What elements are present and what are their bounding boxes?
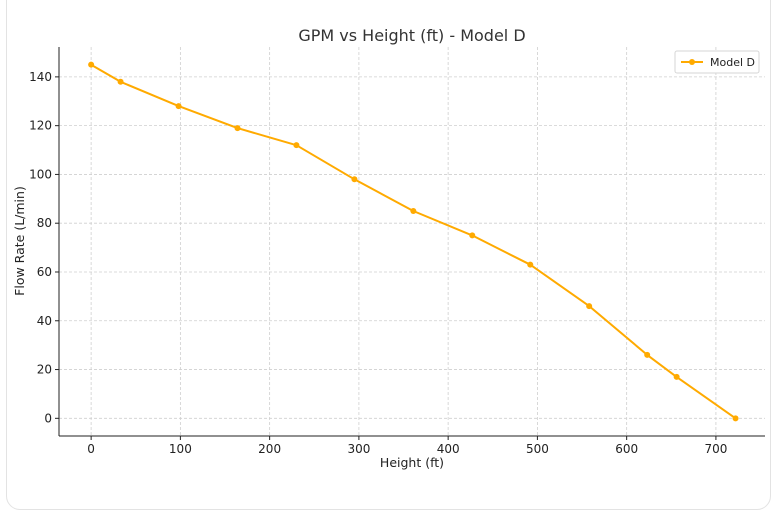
data-point bbox=[673, 373, 680, 380]
y-tick-label: 60 bbox=[37, 265, 52, 279]
grid-lines bbox=[59, 47, 765, 436]
y-tick-label: 20 bbox=[37, 363, 52, 377]
x-tick-label: 0 bbox=[87, 442, 95, 456]
axes bbox=[58, 47, 765, 437]
x-tick-label: 300 bbox=[347, 442, 370, 456]
legend-label: Model D bbox=[710, 56, 755, 69]
data-point bbox=[732, 415, 739, 422]
data-point bbox=[469, 232, 476, 239]
chart-title: GPM vs Height (ft) - Model D bbox=[298, 26, 525, 45]
data-point bbox=[234, 125, 241, 132]
series-group bbox=[88, 61, 739, 422]
data-point bbox=[410, 208, 417, 215]
legend-marker-swatch bbox=[689, 59, 695, 65]
data-point bbox=[117, 78, 124, 85]
y-tick-label: 120 bbox=[29, 119, 52, 133]
data-point bbox=[293, 142, 300, 149]
x-tick-label: 200 bbox=[258, 442, 281, 456]
x-tick-label: 700 bbox=[704, 442, 727, 456]
x-tick-label: 500 bbox=[526, 442, 549, 456]
data-point bbox=[586, 303, 593, 310]
tick-marks: 0 100 200 300 400 500 600 700 0 20 40 60 80 100 120 140 bbox=[29, 70, 727, 456]
y-tick-label: 40 bbox=[37, 314, 52, 328]
y-tick-label: 100 bbox=[29, 167, 52, 181]
y-tick-label: 80 bbox=[37, 216, 52, 230]
data-point bbox=[527, 261, 534, 268]
chart-card bbox=[6, 0, 771, 510]
y-axis-title: Flow Rate (L/min) bbox=[12, 186, 27, 296]
legend-box bbox=[674, 50, 760, 74]
x-tick-label: 100 bbox=[169, 442, 192, 456]
data-point bbox=[351, 176, 358, 183]
data-point bbox=[644, 351, 651, 358]
x-axis-title: Height (ft) bbox=[380, 455, 444, 470]
legend: Model D bbox=[674, 50, 760, 74]
x-tick-label: 400 bbox=[437, 442, 460, 456]
x-tick-label: 600 bbox=[615, 442, 638, 456]
data-point bbox=[88, 61, 95, 68]
y-tick-label: 140 bbox=[29, 70, 52, 84]
series-line bbox=[90, 63, 737, 420]
data-point bbox=[175, 103, 182, 110]
y-tick-label: 0 bbox=[44, 411, 52, 425]
